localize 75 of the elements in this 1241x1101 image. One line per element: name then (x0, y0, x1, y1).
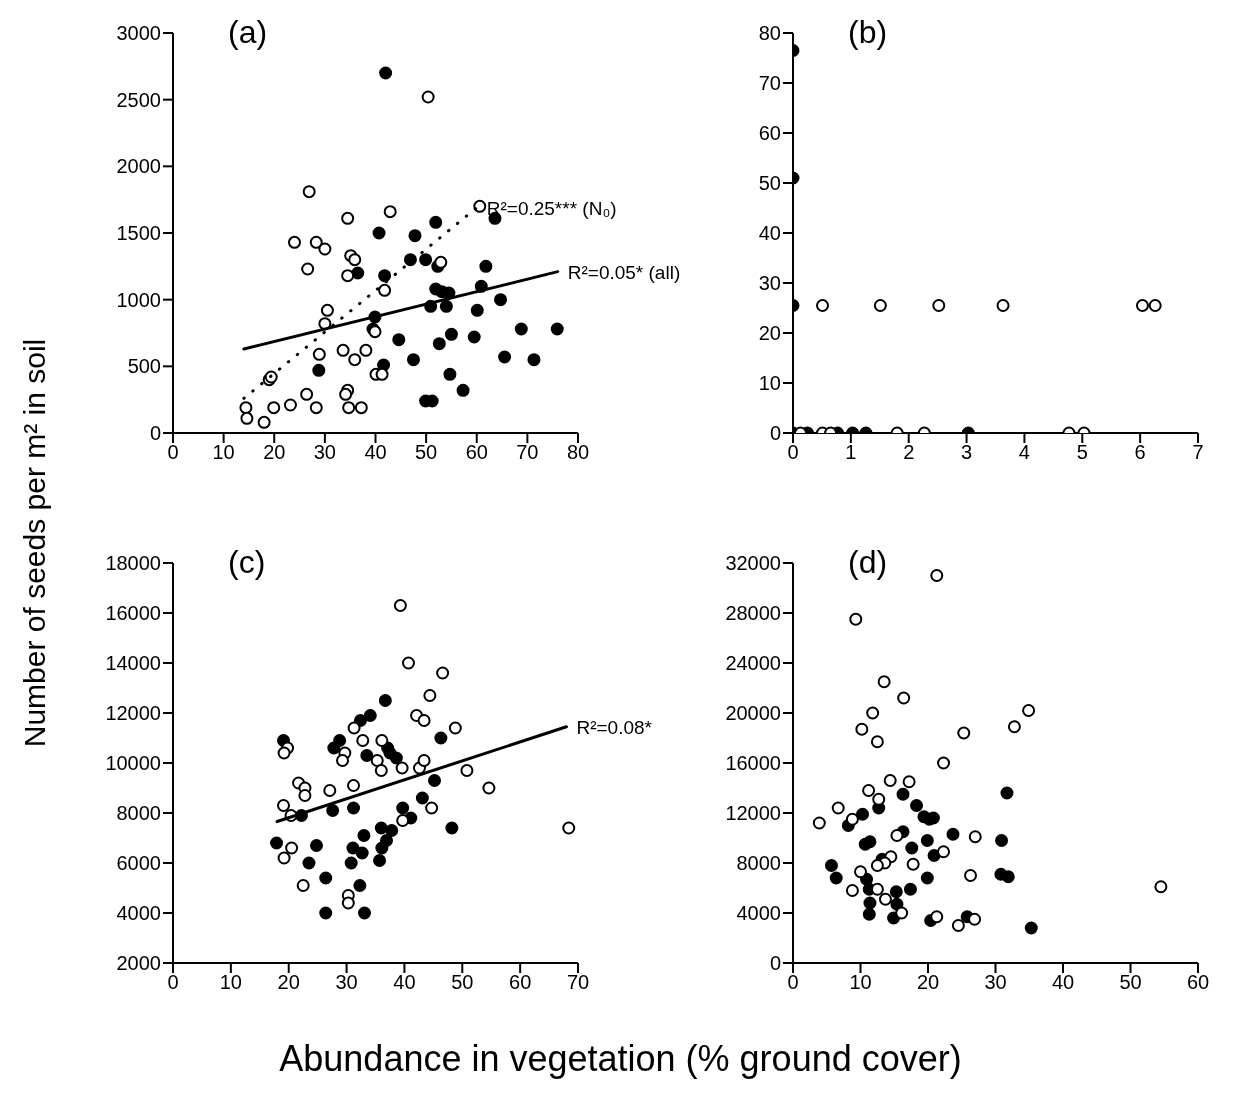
y-tick-label: 2000 (116, 952, 161, 975)
y-tick-label: 12000 (105, 702, 161, 725)
y-axis-title: Number of seeds per m² in soil (18, 337, 52, 750)
x-tick-label: 80 (566, 441, 590, 464)
y-tick-label: 20 (758, 322, 781, 345)
x-tick-label: 0 (787, 971, 799, 994)
y-tick-label: 8000 (736, 852, 781, 875)
chart-title: (d) (848, 544, 888, 581)
y-tick-label: 70 (758, 72, 781, 95)
y-tick-label: 6000 (116, 852, 161, 875)
annotation: R²=0.05* (all) (567, 261, 681, 283)
y-tick-label: 50 (758, 172, 781, 195)
x-tick-label: 30 (335, 971, 358, 994)
y-tick-label: 32000 (725, 552, 781, 575)
x-tick-label: 30 (984, 971, 1007, 994)
x-tick-label: 3 (961, 441, 973, 464)
x-tick-label: 50 (415, 441, 438, 464)
y-tick-label: 18000 (105, 552, 161, 575)
x-tick-label: 70 (516, 441, 539, 464)
y-tick-label: 2500 (116, 88, 161, 111)
y-tick-label: 60 (758, 122, 781, 145)
x-tick-label: 20 (916, 971, 940, 994)
chart-title: (b) (848, 14, 888, 51)
y-tick-label: 4000 (116, 902, 161, 925)
x-tick-label: 0 (787, 441, 799, 464)
x-tick-label: 60 (465, 441, 488, 464)
x-tick-label: 20 (277, 971, 300, 994)
x-tick-label: 6 (1134, 441, 1146, 464)
y-tick-label: 0 (149, 422, 161, 445)
y-tick-label: 1500 (116, 222, 161, 245)
chart-title: (c) (228, 544, 266, 581)
y-tick-label: 20000 (725, 702, 781, 725)
x-tick-label: 0 (167, 441, 179, 464)
y-tick-label: 0 (769, 952, 781, 975)
x-tick-label: 20 (263, 441, 286, 464)
y-tick-label: 80 (758, 22, 781, 45)
y-tick-label: 28000 (725, 602, 781, 625)
y-tick-label: 0 (769, 422, 781, 445)
y-tick-label: 24000 (725, 652, 781, 675)
y-tick-label: 8000 (116, 802, 161, 825)
y-tick-label: 14000 (105, 652, 161, 675)
x-tick-label: 0 (167, 971, 179, 994)
y-tick-label: 40 (758, 222, 781, 245)
y-tick-label: 16000 (725, 752, 781, 775)
annotation: R²=0.25*** (N₀) (486, 197, 617, 219)
x-tick-label: 60 (1186, 971, 1210, 994)
x-tick-label: 40 (393, 971, 416, 994)
y-tick-label: 3000 (116, 22, 161, 45)
y-tick-label: 10000 (105, 752, 161, 775)
x-tick-label: 4 (1018, 441, 1030, 464)
x-tick-label: 1 (845, 441, 857, 464)
annotation: R²=0.08* (576, 716, 653, 738)
y-tick-label: 30 (758, 272, 781, 295)
x-tick-label: 10 (849, 971, 872, 994)
x-tick-label: 2 (903, 441, 915, 464)
y-tick-label: 1000 (116, 288, 161, 311)
y-tick-label: 12000 (725, 802, 781, 825)
x-tick-label: 10 (212, 441, 235, 464)
x-tick-label: 30 (313, 441, 336, 464)
x-tick-label: 50 (1119, 971, 1142, 994)
x-tick-label: 60 (509, 971, 532, 994)
y-tick-label: 16000 (105, 602, 161, 625)
x-tick-label: 40 (364, 441, 387, 464)
y-tick-label: 500 (127, 355, 161, 378)
chart-title: (a) (228, 14, 268, 51)
x-tick-label: 70 (566, 971, 590, 994)
x-tick-label: 50 (451, 971, 474, 994)
y-tick-label: 4000 (736, 902, 781, 925)
x-axis-title: Abundance in vegetation (% ground cover) (278, 1038, 963, 1080)
x-tick-label: 40 (1051, 971, 1075, 994)
x-tick-label: 7 (1192, 441, 1204, 464)
y-tick-label: 10 (758, 372, 781, 395)
y-tick-label: 2000 (116, 155, 161, 178)
x-tick-label: 10 (219, 971, 242, 994)
x-tick-label: 5 (1076, 441, 1088, 464)
